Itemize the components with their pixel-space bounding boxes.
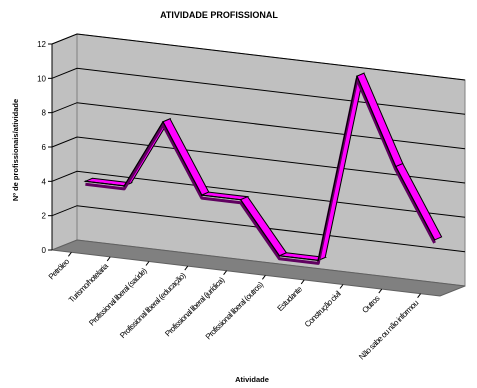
x-tick-mark-7 <box>339 284 344 289</box>
x-tick-label-7: Construção civil <box>303 289 343 329</box>
data-point-5 <box>278 254 281 257</box>
y-tick-label-2: 2 <box>42 212 47 221</box>
x-tick-mark-6 <box>300 279 305 285</box>
data-point-7 <box>356 75 358 77</box>
gridline-10 <box>51 67 466 115</box>
x-tick-mark-9 <box>417 293 422 299</box>
x-tick-label-8: Outros <box>360 294 381 315</box>
floor <box>51 239 466 297</box>
data-point-3 <box>201 194 203 196</box>
gridline-8 <box>51 102 466 150</box>
x-tick-mark-3 <box>184 265 189 271</box>
x-tick-label-6: Estudante <box>276 284 305 313</box>
chart-title: ATIVIDADE PROFISSIONAL <box>160 10 278 20</box>
y-tick-label-8: 8 <box>42 109 47 118</box>
x-tick-mark-5 <box>261 274 266 280</box>
series-line <box>85 75 436 261</box>
x-tick-mark-2 <box>145 261 150 266</box>
y-tick-label-10: 10 <box>37 74 46 83</box>
x-tick-mark-1 <box>106 256 111 262</box>
data-point-9 <box>433 239 436 241</box>
x-tick-label-1: Turismo/hotelaria <box>67 261 110 304</box>
x-tick-mark-4 <box>223 270 228 276</box>
x-tick-mark-0 <box>68 252 72 257</box>
y-tick-label-6: 6 <box>42 143 47 152</box>
gridline-6 <box>51 136 466 184</box>
data-point-4 <box>239 198 242 201</box>
y-tick-label-12: 12 <box>37 40 46 49</box>
data-point-8 <box>395 165 397 168</box>
y-tick-label-4: 4 <box>42 177 47 186</box>
gridline-12 <box>51 33 466 81</box>
data-point-2 <box>162 121 164 123</box>
y-tick-label-0: 0 <box>42 246 47 255</box>
gridline-2 <box>51 205 466 253</box>
x-axis-title: Atividade <box>235 375 269 384</box>
y-axis-title: Nº de profissionais/atividade <box>11 99 20 201</box>
data-point-1 <box>123 185 125 187</box>
x-tick-label-0: Petróleo <box>47 257 72 282</box>
plot-area <box>48 33 466 299</box>
series-shadow <box>85 77 436 265</box>
data-point-0 <box>84 180 87 183</box>
data-point-6 <box>317 259 320 262</box>
x-tick-mark-8 <box>378 288 383 294</box>
